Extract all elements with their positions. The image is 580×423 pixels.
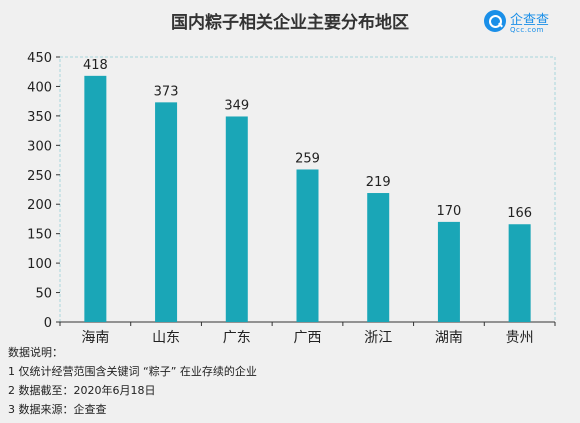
y-tick-label: 250 xyxy=(27,169,52,184)
x-tick-label: 湖南 xyxy=(435,330,463,345)
data-label: 170 xyxy=(437,204,462,219)
x-tick-label: 浙江 xyxy=(364,330,392,345)
x-tick-label: 广西 xyxy=(294,330,322,345)
y-tick-label: 0 xyxy=(44,316,52,331)
x-tick-label: 贵州 xyxy=(506,330,534,345)
y-tick-label: 450 xyxy=(27,51,52,66)
data-label: 373 xyxy=(154,84,179,99)
x-tick-label: 海南 xyxy=(81,330,109,345)
data-label: 259 xyxy=(295,151,320,166)
bar xyxy=(437,221,460,322)
notes-heading: 数据说明： xyxy=(8,346,63,359)
data-label: 219 xyxy=(366,175,391,190)
y-tick-label: 100 xyxy=(27,257,52,272)
bar-chart: 0 50 100 150 200 250 300 350 400 450 418 373 349 259… xyxy=(27,51,556,345)
bar xyxy=(84,75,107,322)
note-line: 2 数据截至：2020年6月18日 xyxy=(8,384,156,397)
data-notes: 数据说明： 1 仅统计经营范围含关键词 “粽子” 在业存续的企业 2 数据截至：… xyxy=(8,343,257,419)
bar xyxy=(367,193,390,322)
chart-title: 国内粽子相关企业主要分布地区 xyxy=(171,13,409,33)
note-line: 3 数据来源：企查查 xyxy=(8,403,107,416)
bar xyxy=(225,116,248,322)
y-tick-label: 150 xyxy=(27,228,52,243)
y-tick-label: 50 xyxy=(35,287,52,302)
y-tick-label: 200 xyxy=(27,198,52,213)
bar xyxy=(508,224,531,322)
x-tick-label: 广东 xyxy=(223,330,251,345)
brand-logo: 企查查 Qcc.com xyxy=(484,8,574,38)
y-tick-label: 400 xyxy=(27,80,52,95)
bar xyxy=(155,102,178,322)
data-label: 166 xyxy=(507,206,532,221)
y-tick-label: 300 xyxy=(27,139,52,154)
y-tick-label: 350 xyxy=(27,110,52,125)
bar xyxy=(296,169,319,322)
logo-name: 企查查 xyxy=(510,13,550,28)
logo-sub: Qcc.com xyxy=(510,26,544,34)
magnifier-icon xyxy=(484,10,506,32)
data-label: 349 xyxy=(224,98,249,113)
x-tick-label: 山东 xyxy=(152,330,180,345)
data-label: 418 xyxy=(83,58,108,73)
note-line: 1 仅统计经营范围含关键词 “粽子” 在业存续的企业 xyxy=(8,365,257,378)
